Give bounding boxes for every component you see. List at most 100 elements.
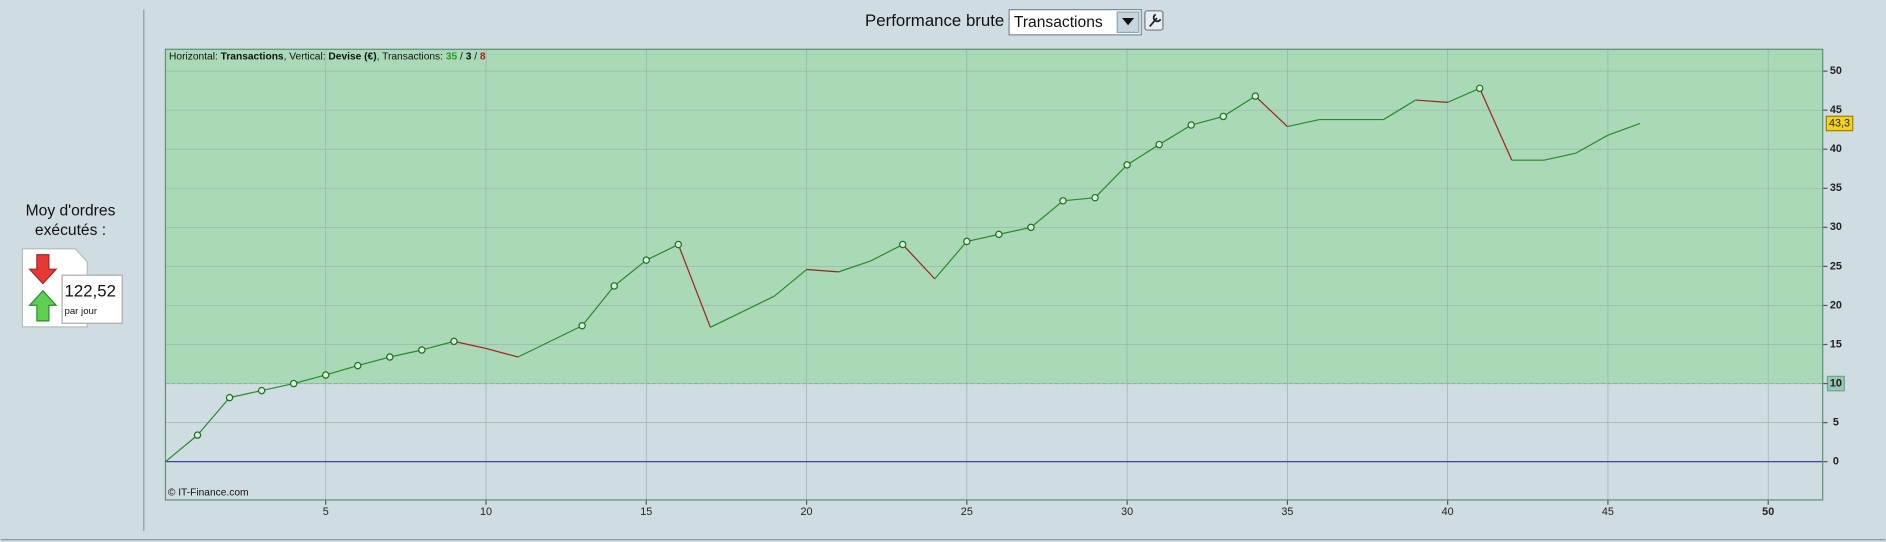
- line-segment: [421, 340, 455, 351]
- line-segment: [485, 347, 519, 358]
- value-card: [61, 274, 123, 324]
- line-segment: [1062, 197, 1096, 202]
- point-marker: [963, 237, 971, 246]
- line-segment: [517, 340, 551, 358]
- chart-info: Horizontal: Transactions, Vertical: Devi…: [169, 51, 486, 62]
- x-tick-label: 10: [480, 506, 492, 518]
- point-marker: [610, 282, 618, 290]
- y-tick-label: 35: [1830, 182, 1842, 194]
- info-part: Transactions: [221, 51, 284, 62]
- point-marker: [193, 431, 202, 439]
- y-tick-label: 0: [1833, 456, 1839, 468]
- line-segment: [1191, 115, 1224, 126]
- line-segment: [325, 365, 358, 376]
- line-segment: [870, 244, 903, 262]
- point-marker: [225, 393, 234, 402]
- credit: © IT-Finance.com: [168, 487, 249, 498]
- line-segment: [646, 243, 679, 261]
- info-part: Devise (€): [328, 51, 376, 62]
- point-marker: [322, 371, 330, 379]
- line-segment: [1383, 99, 1416, 121]
- x-tick-label: 45: [1602, 506, 1614, 518]
- line-segment: [389, 349, 423, 358]
- line-segment: [581, 285, 615, 327]
- point-marker: [1219, 112, 1227, 121]
- header-label: Performance brute: [865, 11, 1004, 30]
- point-marker: [418, 346, 426, 354]
- line-segment: [1158, 124, 1192, 146]
- side-value: 122,52: [65, 281, 116, 300]
- line-segment: [1575, 134, 1609, 154]
- select-value[interactable]: Transactions: [1014, 14, 1103, 31]
- line-segment: [774, 269, 807, 297]
- line-segment: [1030, 200, 1064, 228]
- line-segment: [902, 244, 936, 280]
- line-segment: [197, 397, 231, 436]
- line-segment: [1479, 88, 1513, 161]
- x-tick-label: 15: [640, 506, 652, 518]
- line-segment: [613, 259, 647, 287]
- y-tick-label: 50: [1830, 65, 1842, 77]
- line-segment: [966, 233, 1000, 242]
- point-marker: [289, 379, 298, 388]
- line-segment: [1287, 118, 1320, 128]
- point-marker: [386, 353, 394, 361]
- line-segment: [934, 241, 968, 280]
- line-segment: [261, 382, 294, 392]
- line-segment: [998, 226, 1032, 235]
- line-segment: [742, 295, 775, 313]
- side-title: exécutés :: [35, 222, 106, 239]
- info-part: 35: [446, 51, 458, 62]
- line-segment: [1222, 95, 1256, 117]
- x-tick-label: 30: [1121, 506, 1133, 518]
- point-marker: [257, 386, 266, 395]
- point-marker: [1155, 140, 1163, 149]
- y-tick-label: 25: [1830, 260, 1842, 272]
- down-arrow: [28, 254, 58, 285]
- point-marker: [1251, 92, 1260, 100]
- select-arrow[interactable]: [1122, 18, 1135, 26]
- point-marker: [1475, 84, 1484, 93]
- line-segment: [838, 260, 871, 273]
- x-tick-label: 25: [961, 506, 973, 518]
- x-tick-label: 5: [323, 506, 329, 518]
- line-segment: [1607, 122, 1641, 136]
- info-part: 8: [480, 51, 486, 62]
- below-zone: [165, 383, 1823, 500]
- threshold-label: 10: [1830, 377, 1842, 389]
- line-segment: [165, 434, 198, 463]
- line-segment: [453, 340, 487, 350]
- point-marker: [1123, 161, 1131, 169]
- side-title: Moy d'ordres: [26, 203, 116, 220]
- line-segment: [293, 374, 326, 385]
- value-label: 43,3: [1829, 117, 1850, 129]
- side-unit: par jour: [65, 306, 98, 317]
- y-tick-label: 30: [1830, 221, 1842, 233]
- y-tick-label: 10: [1830, 377, 1842, 389]
- point-marker: [1091, 193, 1099, 202]
- info-part: 3: [466, 51, 472, 62]
- line-segment: [806, 268, 839, 273]
- point-marker: [450, 337, 458, 346]
- above-zone: [165, 49, 1823, 384]
- point-marker: [1059, 197, 1067, 205]
- y-tick-label: 20: [1830, 299, 1842, 311]
- line-segment: [1126, 144, 1160, 166]
- y-tick-label: 40: [1830, 143, 1842, 155]
- point-marker: [674, 240, 683, 249]
- line-segment: [1543, 152, 1577, 161]
- line-segment: [710, 311, 743, 328]
- x-tick-label: 20: [801, 506, 813, 518]
- line-segment: [1094, 164, 1128, 199]
- line-segment: [549, 325, 583, 342]
- point-marker: [642, 256, 651, 264]
- info-part: /: [457, 51, 466, 62]
- y-tick-label: 15: [1830, 338, 1842, 350]
- select-box[interactable]: Transactions: [1008, 9, 1142, 36]
- point-marker: [578, 322, 586, 330]
- wrench-icon[interactable]: [1149, 13, 1162, 28]
- point-marker: [1187, 121, 1195, 129]
